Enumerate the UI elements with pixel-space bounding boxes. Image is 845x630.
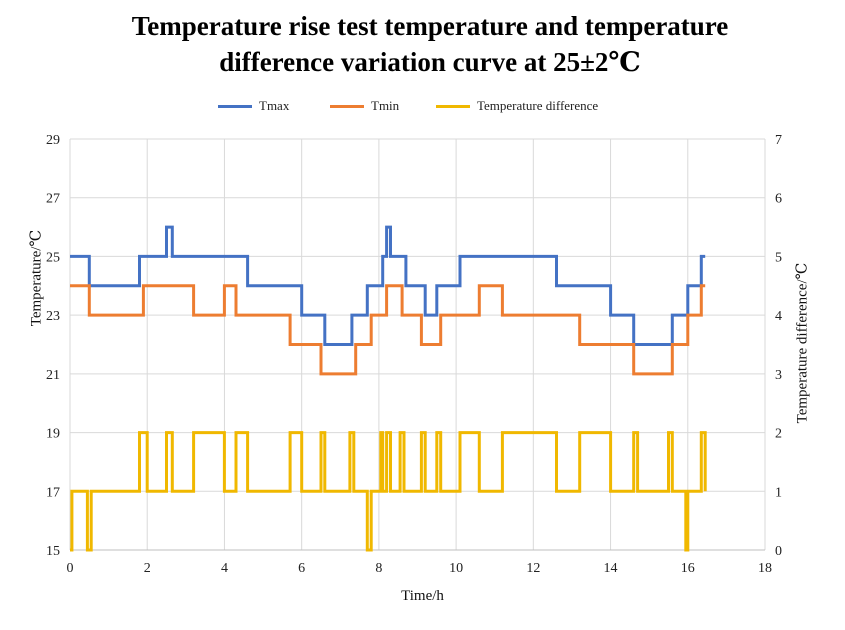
y-left-tick-label: 25	[46, 250, 60, 265]
chart-title-line-2: difference variation curve at 25±2℃	[219, 47, 641, 77]
x-tick-label: 10	[449, 561, 463, 576]
y-left-tick-label: 17	[46, 485, 60, 500]
y-axis-left-title: Temperature/℃	[28, 229, 45, 327]
y-left-tick-label: 23	[46, 309, 60, 324]
y-axis-right-title: Temperature difference/℃	[794, 262, 811, 424]
y-right-tick-label: 4	[775, 309, 782, 324]
chart-title: Temperature rise test temperature and te…	[60, 8, 800, 80]
y-right-tick-label: 0	[775, 544, 782, 559]
y-left-tick-label: 21	[46, 368, 60, 383]
legend-item-tmax: Tmax	[218, 98, 289, 114]
legend-label-tmax: Tmax	[259, 98, 290, 113]
y-left-tick-label: 27	[46, 192, 60, 207]
legend-swatch-tmin	[330, 104, 364, 108]
legend-item-temperature-difference: Temperature difference	[436, 98, 598, 114]
y-right-tick-label: 5	[775, 250, 782, 265]
series-line-tmax	[70, 225, 706, 346]
x-axis-title: Time/h	[401, 588, 444, 604]
y-right-tick-label: 3	[775, 368, 782, 383]
legend-label-tmin: Tmin	[371, 98, 400, 113]
x-tick-label: 18	[758, 561, 772, 576]
legend-swatch-tmax	[218, 104, 252, 108]
legend-label-temperature-difference: Temperature difference	[477, 98, 599, 113]
y-right-tick-label: 6	[775, 192, 782, 207]
x-tick-label: 6	[298, 561, 305, 576]
y-right-tick-label: 2	[775, 427, 782, 442]
y-left-tick-label: 19	[46, 427, 60, 442]
x-tick-label: 16	[681, 561, 695, 576]
x-tick-label: 2	[144, 561, 151, 576]
series-line-temperature-difference	[70, 431, 707, 552]
y-left-tick-label: 15	[46, 544, 60, 559]
x-tick-label: 8	[375, 561, 382, 576]
legend-item-tmin: Tmin	[330, 98, 399, 114]
chart-title-line-1: Temperature rise test temperature and te…	[131, 11, 729, 41]
y-left-tick-label: 29	[46, 133, 60, 148]
legend: Tmax Tmin Temperature difference	[0, 98, 845, 120]
x-tick-label: 14	[604, 561, 618, 576]
y-right-tick-label: 7	[775, 133, 782, 148]
legend-swatch-temperature-difference	[436, 104, 470, 108]
x-tick-label: 12	[526, 561, 540, 576]
x-tick-label: 4	[221, 561, 228, 576]
x-tick-label: 0	[67, 561, 74, 576]
series-line-tmin	[70, 284, 706, 376]
y-right-tick-label: 1	[775, 485, 782, 500]
